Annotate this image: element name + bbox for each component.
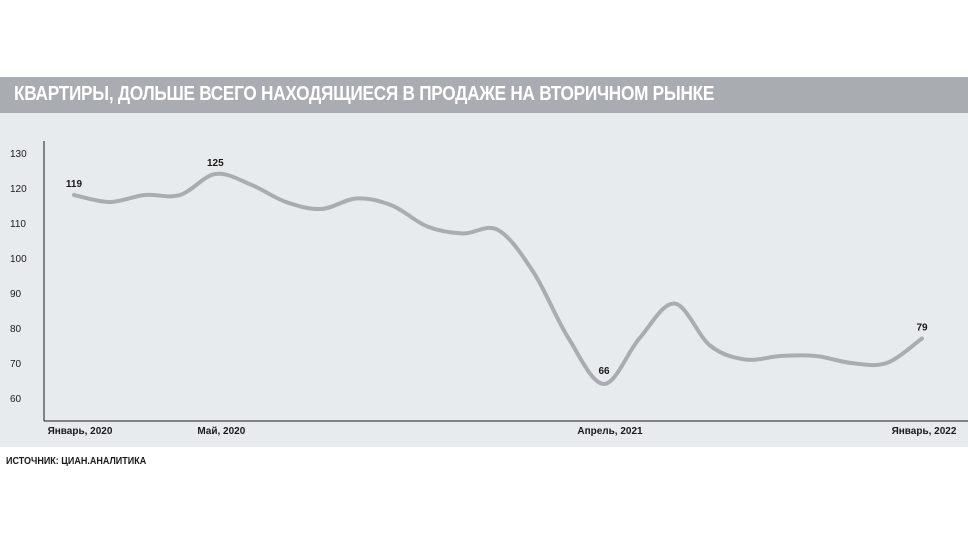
- y-tick-label: 100: [10, 254, 27, 265]
- x-tick-label: Январь, 2022: [892, 426, 957, 437]
- x-tick-label: Январь, 2020: [48, 426, 113, 437]
- y-tick-label: 70: [10, 359, 22, 370]
- chart-panel: 60 70 80 90 100 110 120 130 Январь, 2020 Май, 202…: [0, 113, 968, 447]
- chart-title-bar: КВАРТИРЫ, ДОЛЬШЕ ВСЕГО НАХОДЯЩИЕСЯ В ПРО…: [0, 77, 968, 113]
- y-tick-label: 80: [10, 324, 22, 335]
- y-tick-label: 110: [10, 219, 26, 230]
- y-tick-label: 60: [10, 394, 22, 405]
- x-tick-label: Апрель, 2021: [577, 426, 643, 437]
- y-tick-label: 90: [10, 289, 22, 300]
- y-tick-label: 120: [10, 184, 27, 195]
- x-tick-label: Май, 2020: [197, 426, 245, 437]
- data-label: 66: [598, 366, 610, 377]
- source-note: ИСТОЧНИК: ЦИАН.АНАЛИТИКА: [6, 456, 147, 467]
- data-label: 119: [66, 179, 83, 190]
- series-line: [72, 171, 924, 386]
- line-chart: 60 70 80 90 100 110 120 130 Январь, 2020 Май, 202…: [10, 141, 968, 437]
- data-label: 79: [916, 323, 928, 334]
- y-tick-label: 130: [10, 149, 27, 160]
- data-label: 125: [207, 158, 224, 169]
- chart-title: КВАРТИРЫ, ДОЛЬШЕ ВСЕГО НАХОДЯЩИЕСЯ В ПРО…: [14, 83, 715, 105]
